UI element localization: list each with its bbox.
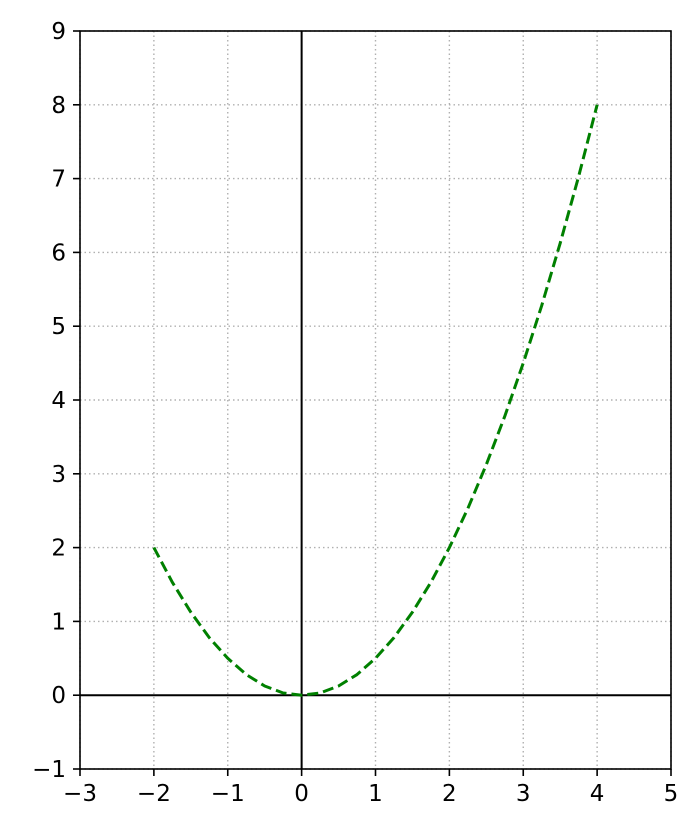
grid (79, 30, 672, 770)
origin-axes (80, 31, 671, 769)
y-tick-label: 4 (51, 388, 66, 414)
x-tick-label: 1 (368, 781, 383, 807)
y-tick-label: 7 (51, 167, 66, 193)
x-tick-label: 4 (590, 781, 605, 807)
y-tick-label: 5 (51, 314, 66, 340)
x-tick-label: −2 (137, 781, 171, 807)
x-tick-label: 5 (664, 781, 679, 807)
y-tick-label: 6 (51, 240, 66, 266)
x-tick-label: 2 (442, 781, 457, 807)
y-tick-label: 8 (51, 93, 66, 119)
y-tick-label: 0 (51, 683, 66, 709)
tick-labels: −3 −2 −1 0 1 2 3 4 5 −1 0 1 2 3 4 5 6 7 8 9 (32, 19, 678, 807)
y-tick-label: −1 (32, 757, 66, 783)
x-tick-label: 3 (516, 781, 531, 807)
series-line (152, 104, 599, 697)
ticks (73, 30, 672, 776)
x-tick-label: −3 (63, 781, 97, 807)
x-tick-label: −1 (211, 781, 245, 807)
y-tick-label: 2 (51, 536, 66, 562)
y-tick-label: 1 (51, 609, 66, 635)
series-layer (152, 104, 599, 697)
x-tick-label: 0 (294, 781, 309, 807)
y-tick-label: 9 (51, 19, 66, 45)
y-tick-label: 3 (51, 462, 66, 488)
